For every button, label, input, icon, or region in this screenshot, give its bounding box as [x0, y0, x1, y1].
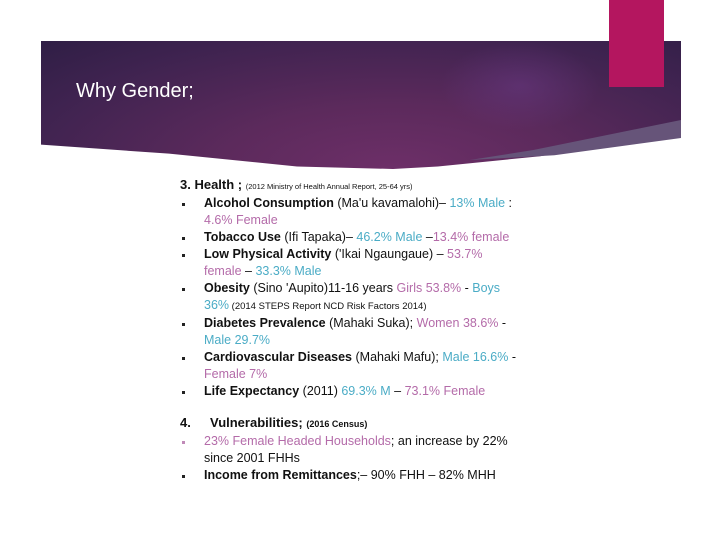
- item-separator: -: [461, 281, 473, 295]
- health-reference: (2012 Ministry of Health Annual Report, …: [245, 182, 413, 191]
- item-local: (Mahaki Suka);: [325, 316, 417, 330]
- health-heading-text: 3. Health ;: [180, 177, 243, 192]
- item-female-value: Girls 53.8%: [396, 281, 462, 295]
- item-male-value: Male 29.7%: [204, 333, 271, 347]
- vulnerabilities-list: 23% Female Headed Households; an increas…: [180, 433, 520, 484]
- item-local: ('Ikai Ngaungaue) –: [331, 247, 448, 261]
- accent-bar: [609, 0, 664, 87]
- item-male-value: Male 16.6%: [442, 350, 509, 364]
- item-term: Life Expectancy: [204, 384, 300, 398]
- item-separator: -: [498, 316, 507, 330]
- list-item-tobacco: Tobacco Use (Ifi Tapaka)– 46.2% Male –13…: [180, 229, 520, 246]
- item-female-value: 13.4% female: [432, 230, 510, 244]
- list-item-female-headed-households: 23% Female Headed Households; an increas…: [180, 433, 520, 467]
- item-male-value: 69.3% M: [341, 384, 391, 398]
- item-separator: –: [422, 230, 433, 244]
- item-female-value: 53.7% female: [204, 247, 483, 278]
- item-term: Cardiovascular Diseases: [204, 350, 353, 364]
- item-local: (Mahaki Mafu);: [352, 350, 443, 364]
- list-item-cardiovascular: Cardiovascular Diseases (Mahaki Mafu); M…: [180, 349, 520, 383]
- item-male-value: 33.3% Male: [255, 264, 322, 278]
- item-term: Income from Remittances: [204, 468, 357, 482]
- item-term: Diabetes Prevalence: [204, 316, 326, 330]
- item-separator: –: [241, 264, 256, 278]
- item-term: Low Physical Activity: [204, 247, 332, 261]
- slide-body: 3. Health ; (2012 Ministry of Health Ann…: [180, 176, 520, 484]
- item-female-value: Women 38.6%: [416, 316, 499, 330]
- list-item-diabetes: Diabetes Prevalence (Mahaki Suka); Women…: [180, 315, 520, 349]
- health-heading: 3. Health ; (2012 Ministry of Health Ann…: [180, 176, 520, 195]
- item-female-value: 4.6% Female: [204, 213, 278, 227]
- item-term: Obesity: [204, 281, 250, 295]
- item-female-value: 73.1% Female: [404, 384, 486, 398]
- item-local: (Sino 'Aupito)11-16 years: [249, 281, 397, 295]
- health-list: Alcohol Consumption (Ma'u kavamalohi)– 1…: [180, 195, 520, 400]
- item-separator: -: [508, 350, 516, 364]
- item-separator: :: [505, 196, 513, 210]
- vulnerabilities-reference: (2016 Census): [306, 419, 368, 429]
- vulnerabilities-heading-text: Vulnerabilities;: [210, 415, 303, 430]
- list-item-physical-activity: Low Physical Activity ('Ikai Ngaungaue) …: [180, 246, 520, 280]
- item-local: (2011): [299, 384, 342, 398]
- list-item-remittances: Income from Remittances;– 90% FHH – 82% …: [180, 467, 520, 484]
- item-local: (Ifi Tapaka)–: [280, 230, 357, 244]
- slide-title: Why Gender;: [76, 80, 194, 102]
- item-male-value: Boys 36%: [204, 281, 501, 312]
- list-item-obesity: Obesity (Sino 'Aupito)11-16 years Girls …: [180, 280, 520, 315]
- list-item-alcohol: Alcohol Consumption (Ma'u kavamalohi)– 1…: [180, 195, 520, 229]
- item-male-value: 46.2% Male: [356, 230, 423, 244]
- item-female-value: Female 7%: [204, 367, 268, 381]
- item-source-note: (2014 STEPS Report NCD Risk Factors 2014…: [229, 301, 427, 312]
- list-item-life-expectancy: Life Expectancy (2011) 69.3% M – 73.1% F…: [180, 383, 520, 400]
- item-rest: ;– 90% FHH – 82% MHH: [356, 468, 496, 482]
- item-local: (Ma'u kavamalohi)–: [333, 196, 450, 210]
- item-term: Alcohol Consumption: [204, 196, 334, 210]
- item-highlight: 23% Female Headed Households: [204, 434, 391, 448]
- item-term: Tobacco Use: [204, 230, 281, 244]
- item-separator: –: [390, 384, 405, 398]
- item-male-value: 13% Male: [449, 196, 506, 210]
- item-rest: ; an increase by 22% since 2001 FHHs: [204, 434, 508, 465]
- vulnerabilities-heading: 4. Vulnerabilities; (2016 Census): [180, 414, 520, 433]
- vulnerabilities-number: 4.: [180, 415, 191, 430]
